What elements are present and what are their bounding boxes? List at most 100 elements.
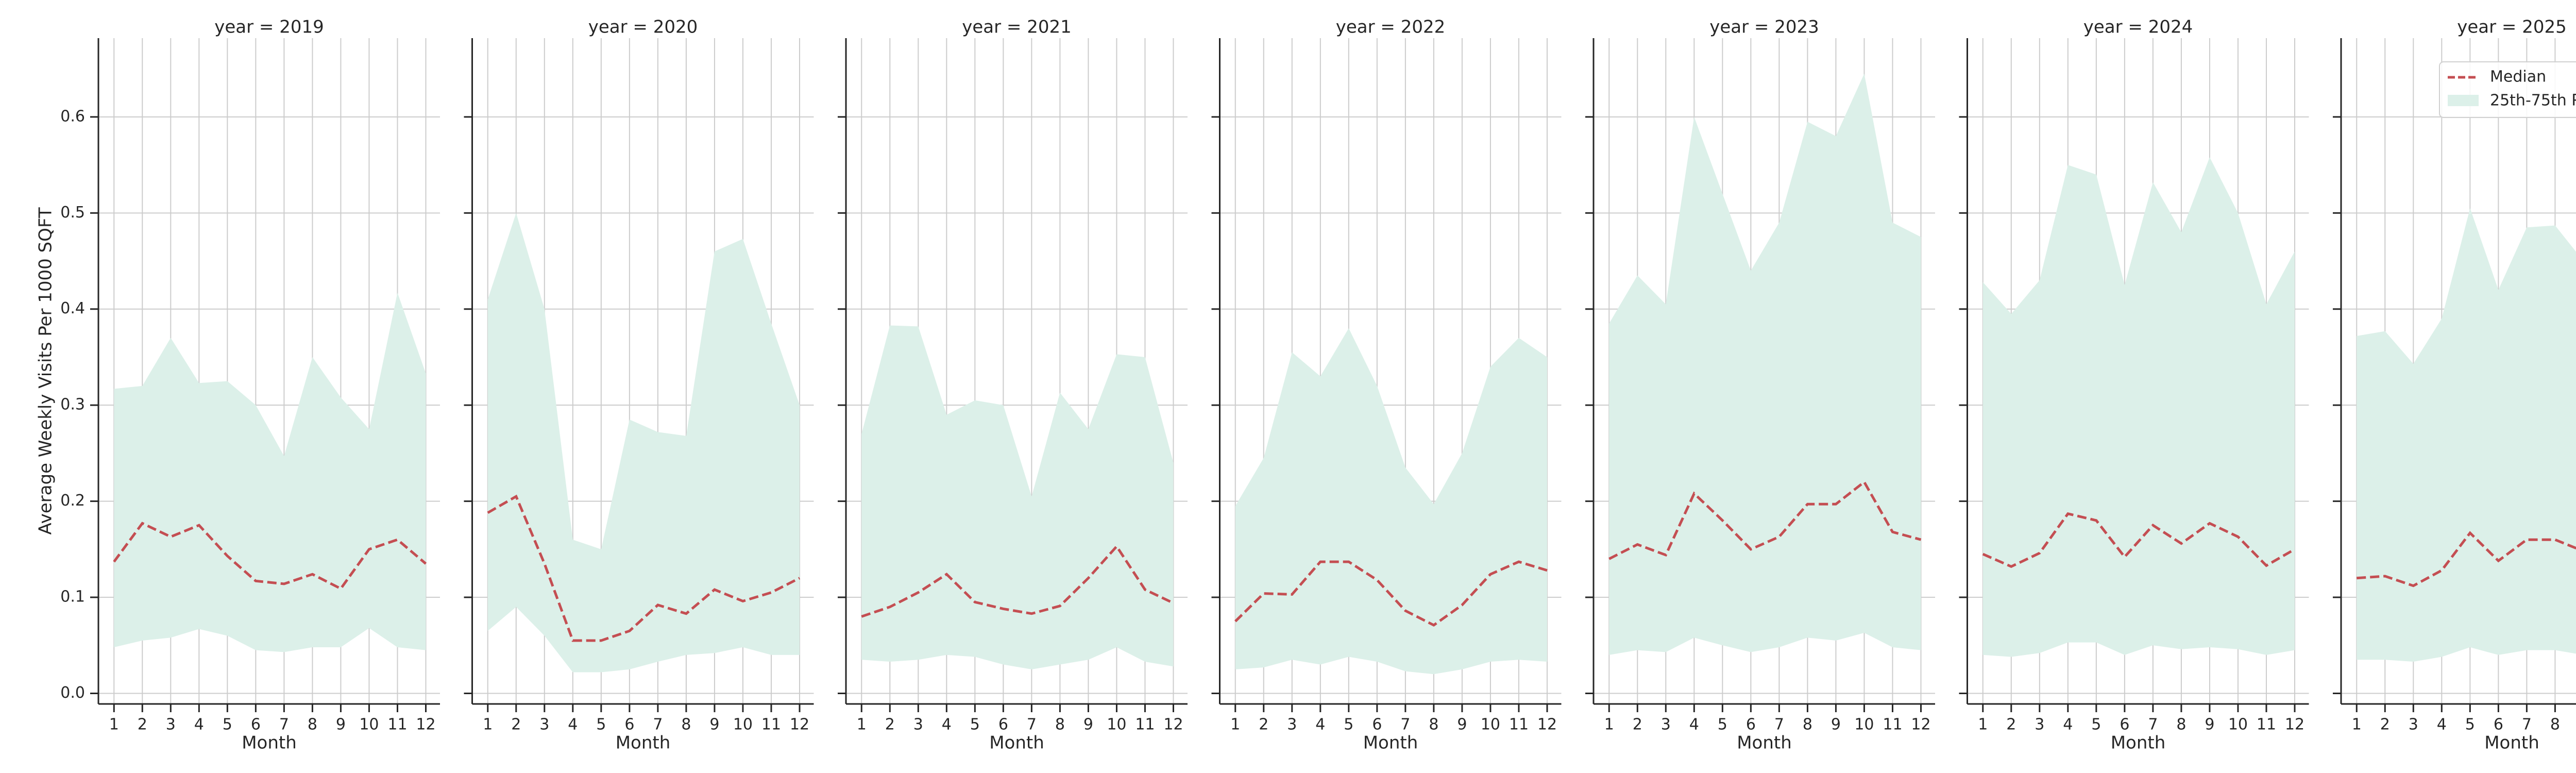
x-tick-label: 8 bbox=[1803, 716, 1812, 734]
x-tick-label: 2 bbox=[138, 716, 147, 734]
x-tick-label: 10 bbox=[359, 716, 379, 734]
x-tick-label: 8 bbox=[2176, 716, 2186, 734]
x-tick-label: 9 bbox=[1083, 716, 1093, 734]
x-axis-label: Month bbox=[1363, 733, 1418, 753]
x-tick-label: 4 bbox=[568, 716, 578, 734]
x-tick-label: 7 bbox=[1027, 716, 1037, 734]
x-tick-label: 3 bbox=[166, 716, 176, 734]
median-line bbox=[2357, 531, 2576, 587]
x-tick-label: 11 bbox=[1135, 716, 1155, 734]
x-tick-label: 2 bbox=[1259, 716, 1268, 734]
iqr-band bbox=[114, 293, 426, 652]
median-line bbox=[113, 522, 427, 591]
x-tick-label: 11 bbox=[387, 716, 407, 734]
panel-title: year = 2025 bbox=[2457, 17, 2566, 38]
x-tick-label: 10 bbox=[2228, 716, 2248, 734]
panel-title: year = 2022 bbox=[1336, 17, 1445, 38]
x-tick-label: 4 bbox=[942, 716, 952, 734]
x-tick-label: 4 bbox=[2063, 716, 2073, 734]
x-tick-label: 12 bbox=[1163, 716, 1183, 734]
x-tick-label: 9 bbox=[1457, 716, 1467, 734]
x-tick-label: 1 bbox=[1230, 716, 1240, 734]
x-tick-label: 11 bbox=[2257, 716, 2276, 734]
x-tick-label: 10 bbox=[1481, 716, 1500, 734]
x-tick-label: 2 bbox=[2380, 716, 2390, 734]
x-tick-label: 5 bbox=[223, 716, 232, 734]
x-axis-label: Month bbox=[2484, 733, 2539, 753]
x-tick-label: 1 bbox=[2352, 716, 2362, 734]
x-tick-label: 10 bbox=[733, 716, 753, 734]
x-tick-label: 3 bbox=[913, 716, 923, 734]
x-tick-label: 9 bbox=[709, 716, 719, 734]
x-tick-label: 6 bbox=[251, 716, 261, 734]
x-tick-label: 6 bbox=[1372, 716, 1382, 734]
x-tick-label: 1 bbox=[857, 716, 867, 734]
iqr-band bbox=[1609, 73, 1921, 655]
x-tick-label: 11 bbox=[1883, 716, 1902, 734]
x-tick-label: 2 bbox=[885, 716, 895, 734]
legend-label: Median bbox=[2490, 68, 2546, 86]
x-tick-label: 1 bbox=[109, 716, 119, 734]
x-axis-label: Month bbox=[2111, 733, 2166, 753]
x-tick-label: 11 bbox=[761, 716, 781, 734]
x-tick-label: 7 bbox=[279, 716, 289, 734]
x-tick-label: 12 bbox=[416, 716, 435, 734]
x-tick-label: 12 bbox=[1537, 716, 1557, 734]
x-tick-label: 4 bbox=[1689, 716, 1699, 734]
x-axis-label: Month bbox=[989, 733, 1044, 753]
median-line bbox=[861, 544, 1174, 618]
x-tick-label: 4 bbox=[1315, 716, 1325, 734]
x-tick-label: 10 bbox=[1107, 716, 1126, 734]
x-tick-label: 12 bbox=[790, 716, 809, 734]
x-tick-label: 1 bbox=[483, 716, 493, 734]
x-tick-label: 1 bbox=[1604, 716, 1614, 734]
x-tick-label: 5 bbox=[970, 716, 980, 734]
x-tick-label: 6 bbox=[2494, 716, 2503, 734]
x-axis-label: Month bbox=[616, 733, 671, 753]
panel-title: year = 2021 bbox=[962, 17, 1071, 38]
y-tick-label: 0.1 bbox=[60, 588, 85, 606]
x-tick-label: 2 bbox=[511, 716, 521, 734]
y-axis-label: Average Weekly Visits Per 1000 SQFT bbox=[36, 207, 56, 535]
x-tick-label: 2 bbox=[1633, 716, 1642, 734]
x-tick-label: 6 bbox=[1746, 716, 1756, 734]
x-tick-label: 6 bbox=[2120, 716, 2129, 734]
median-line bbox=[1234, 560, 1548, 627]
y-tick-label: 0.5 bbox=[60, 204, 85, 222]
panel-title: year = 2020 bbox=[588, 17, 698, 38]
x-axis-label: Month bbox=[242, 733, 297, 753]
iqr-band bbox=[861, 325, 1174, 669]
iqr-band bbox=[2357, 208, 2576, 662]
x-tick-label: 5 bbox=[1718, 716, 1727, 734]
legend-band-swatch bbox=[2448, 95, 2479, 106]
x-tick-label: 3 bbox=[2035, 716, 2044, 734]
x-tick-label: 9 bbox=[336, 716, 346, 734]
x-tick-label: 7 bbox=[653, 716, 663, 734]
x-tick-label: 5 bbox=[1344, 716, 1353, 734]
x-tick-label: 9 bbox=[1831, 716, 1841, 734]
x-tick-label: 7 bbox=[1400, 716, 1410, 734]
x-tick-label: 8 bbox=[681, 716, 691, 734]
x-tick-label: 8 bbox=[2550, 716, 2560, 734]
y-tick-label: 0.2 bbox=[60, 492, 85, 510]
y-tick-label: 0.0 bbox=[60, 684, 85, 702]
x-tick-label: 2 bbox=[2006, 716, 2016, 734]
y-tick-label: 0.4 bbox=[60, 299, 85, 317]
x-tick-label: 9 bbox=[2205, 716, 2214, 734]
median-line bbox=[1608, 480, 1922, 560]
legend-label: 25th-75th Percentile bbox=[2490, 92, 2576, 110]
iqr-band bbox=[487, 213, 800, 673]
panel-title: year = 2023 bbox=[1709, 17, 1819, 38]
x-tick-label: 6 bbox=[998, 716, 1008, 734]
x-tick-label: 5 bbox=[2465, 716, 2475, 734]
legend: Median 25th-75th Percentile bbox=[2439, 61, 2576, 118]
y-tick-label: 0.6 bbox=[60, 107, 85, 125]
x-tick-label: 3 bbox=[2409, 716, 2418, 734]
x-tick-label: 3 bbox=[1287, 716, 1297, 734]
x-tick-label: 4 bbox=[194, 716, 204, 734]
x-tick-label: 3 bbox=[539, 716, 549, 734]
x-tick-label: 7 bbox=[2522, 716, 2532, 734]
x-tick-label: 12 bbox=[1911, 716, 1930, 734]
panel-title: year = 2024 bbox=[2083, 17, 2193, 38]
